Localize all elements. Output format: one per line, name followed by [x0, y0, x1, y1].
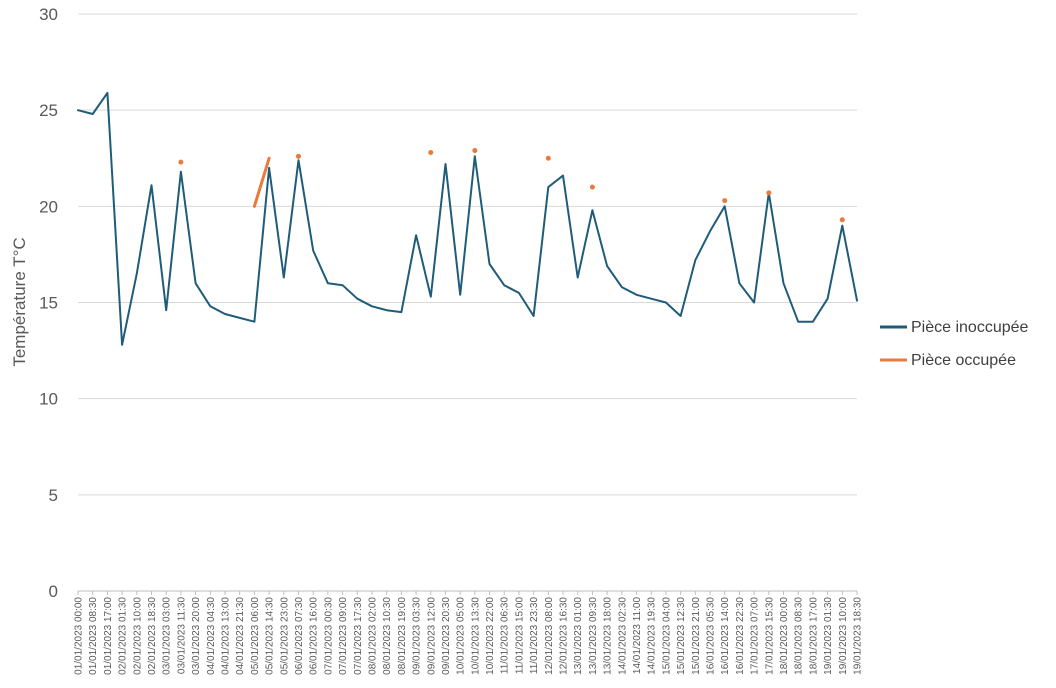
x-tick-label: 01/01/2023 00:00 — [74, 597, 85, 675]
x-tick-label: 18/01/2023 00:00 — [779, 597, 790, 675]
legend-label-unoccupied: Pièce inoccupée — [911, 319, 1029, 336]
x-tick-label: 04/01/2023 04:30 — [206, 597, 217, 675]
x-tick-label: 19/01/2023 01:30 — [823, 597, 834, 675]
x-tick-label: 01/01/2023 17:00 — [103, 597, 114, 675]
x-tick-label: 17/01/2023 15:30 — [764, 597, 775, 675]
y-tick-label: 25 — [39, 101, 58, 120]
series-point — [545, 155, 551, 161]
x-tick-label: 03/01/2023 20:00 — [191, 597, 202, 675]
x-tick-label: 09/01/2023 03:30 — [412, 597, 423, 675]
x-tick-label: 08/01/2023 02:00 — [367, 597, 378, 675]
series-unoccupied — [77, 91, 858, 346]
x-tick-label: 04/01/2023 13:00 — [220, 597, 231, 675]
series-point — [428, 149, 434, 155]
x-tick-label: 07/01/2023 09:00 — [338, 597, 349, 675]
y-axis-label: Température T°C — [10, 237, 29, 366]
x-tick-label: 10/01/2023 13:30 — [470, 597, 481, 675]
x-tick-label: 09/01/2023 20:30 — [441, 597, 452, 675]
x-tick-label: 12/01/2023 08:00 — [544, 597, 555, 675]
x-tick-label: 04/01/2023 21:30 — [235, 597, 246, 675]
x-tick-label: 08/01/2023 10:30 — [382, 597, 393, 675]
x-tick-label: 03/01/2023 03:00 — [162, 597, 173, 675]
series-line-segment — [252, 156, 271, 208]
series-line-segment — [77, 91, 858, 346]
x-tick-label: 09/01/2023 12:00 — [426, 597, 437, 675]
x-tick-label: 15/01/2023 21:00 — [691, 597, 702, 675]
x-tick-label: 18/01/2023 17:00 — [808, 597, 819, 675]
x-tick-label: 02/01/2023 18:30 — [147, 597, 158, 675]
x-tick-label: 05/01/2023 23:00 — [279, 597, 290, 675]
y-axis-ticks: 0 5 10 15 20 25 30 — [39, 5, 58, 601]
x-tick-label: 17/01/2023 07:00 — [750, 597, 761, 675]
x-tick-label: 19/01/2023 18:30 — [853, 597, 864, 675]
x-axis-ticks: 01/01/2023 00:00 01/01/2023 08:30 01/01/20… — [74, 591, 864, 675]
y-tick-label: 0 — [49, 582, 58, 601]
x-tick-label: 15/01/2023 04:00 — [661, 597, 672, 675]
series-point — [178, 159, 184, 165]
x-tick-label: 11/01/2023 23:30 — [529, 597, 540, 675]
series-occupied — [178, 148, 845, 223]
x-tick-label: 06/01/2023 16:00 — [309, 597, 320, 675]
x-tick-label: 14/01/2023 11:00 — [632, 597, 643, 675]
x-tick-label: 16/01/2023 14:00 — [720, 597, 731, 675]
series-point — [589, 184, 595, 190]
x-tick-label: 05/01/2023 14:30 — [265, 597, 276, 675]
x-tick-label: 11/01/2023 06:30 — [500, 597, 511, 675]
series-lines — [77, 91, 858, 346]
legend: Pièce inoccupée Pièce occupée — [880, 319, 1029, 369]
series-point — [472, 148, 478, 154]
x-tick-label: 14/01/2023 02:30 — [617, 597, 628, 675]
x-tick-label: 19/01/2023 10:00 — [838, 597, 849, 675]
series-point — [766, 190, 772, 196]
x-tick-label: 03/01/2023 11:30 — [176, 597, 187, 675]
y-tick-label: 15 — [39, 294, 58, 313]
x-tick-label: 13/01/2023 18:00 — [603, 597, 614, 675]
series-point — [722, 198, 728, 204]
x-tick-label: 13/01/2023 09:30 — [588, 597, 599, 675]
x-tick-label: 11/01/2023 15:00 — [514, 597, 525, 675]
x-tick-label: 18/01/2023 08:30 — [794, 597, 805, 675]
y-tick-label: 20 — [39, 197, 58, 216]
x-tick-label: 05/01/2023 06:00 — [250, 597, 261, 675]
y-tick-label: 10 — [39, 390, 58, 409]
x-tick-label: 08/01/2023 19:00 — [397, 597, 408, 675]
x-tick-label: 02/01/2023 01:30 — [118, 597, 129, 675]
x-tick-label: 14/01/2023 19:30 — [647, 597, 658, 675]
x-tick-label: 10/01/2023 05:00 — [456, 597, 467, 675]
x-tick-label: 07/01/2023 17:30 — [353, 597, 364, 675]
gridlines — [78, 13, 857, 496]
x-tick-label: 16/01/2023 05:30 — [706, 597, 717, 675]
x-tick-label: 10/01/2023 22:00 — [485, 597, 496, 675]
legend-label-occupied: Pièce occupée — [911, 352, 1016, 369]
x-tick-label: 13/01/2023 01:00 — [573, 597, 584, 675]
y-tick-label: 30 — [39, 5, 58, 24]
x-tick-label: 12/01/2023 16:30 — [559, 597, 570, 675]
y-tick-label: 5 — [49, 486, 58, 505]
series-point — [839, 217, 845, 223]
x-tick-label: 01/01/2023 08:30 — [88, 597, 99, 675]
x-tick-label: 06/01/2023 07:30 — [294, 597, 305, 675]
x-tick-label: 15/01/2023 12:30 — [676, 597, 687, 675]
series-point — [295, 153, 301, 159]
x-tick-label: 07/01/2023 00:30 — [323, 597, 334, 675]
x-tick-label: 16/01/2023 22:30 — [735, 597, 746, 675]
x-tick-label: 02/01/2023 10:00 — [132, 597, 143, 675]
